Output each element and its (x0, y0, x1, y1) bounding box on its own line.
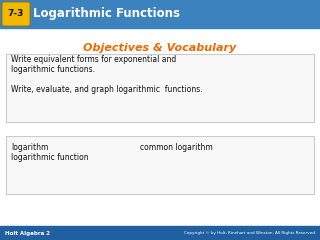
Text: Write, evaluate, and graph logarithmic  functions.: Write, evaluate, and graph logarithmic f… (11, 85, 203, 95)
Text: logarithm: logarithm (11, 143, 48, 151)
Text: Holt Algebra 2: Holt Algebra 2 (5, 230, 50, 235)
Text: common logarithm: common logarithm (140, 143, 213, 151)
Text: 7-3: 7-3 (8, 10, 24, 18)
Text: Copyright © by Holt, Rinehart and Winston. All Rights Reserved.: Copyright © by Holt, Rinehart and Winsto… (184, 231, 316, 235)
FancyBboxPatch shape (2, 2, 30, 26)
Bar (6, 54, 314, 122)
Bar (0, 0, 320, 28)
Text: Logarithmic Functions: Logarithmic Functions (33, 7, 180, 20)
Text: logarithmic functions.: logarithmic functions. (11, 65, 95, 73)
Text: Write equivalent forms for exponential and: Write equivalent forms for exponential a… (11, 55, 176, 65)
Bar (6, 136, 314, 194)
Bar (0, 226, 320, 240)
Text: Objectives & Vocabulary: Objectives & Vocabulary (84, 43, 236, 53)
Text: logarithmic function: logarithmic function (11, 154, 89, 162)
